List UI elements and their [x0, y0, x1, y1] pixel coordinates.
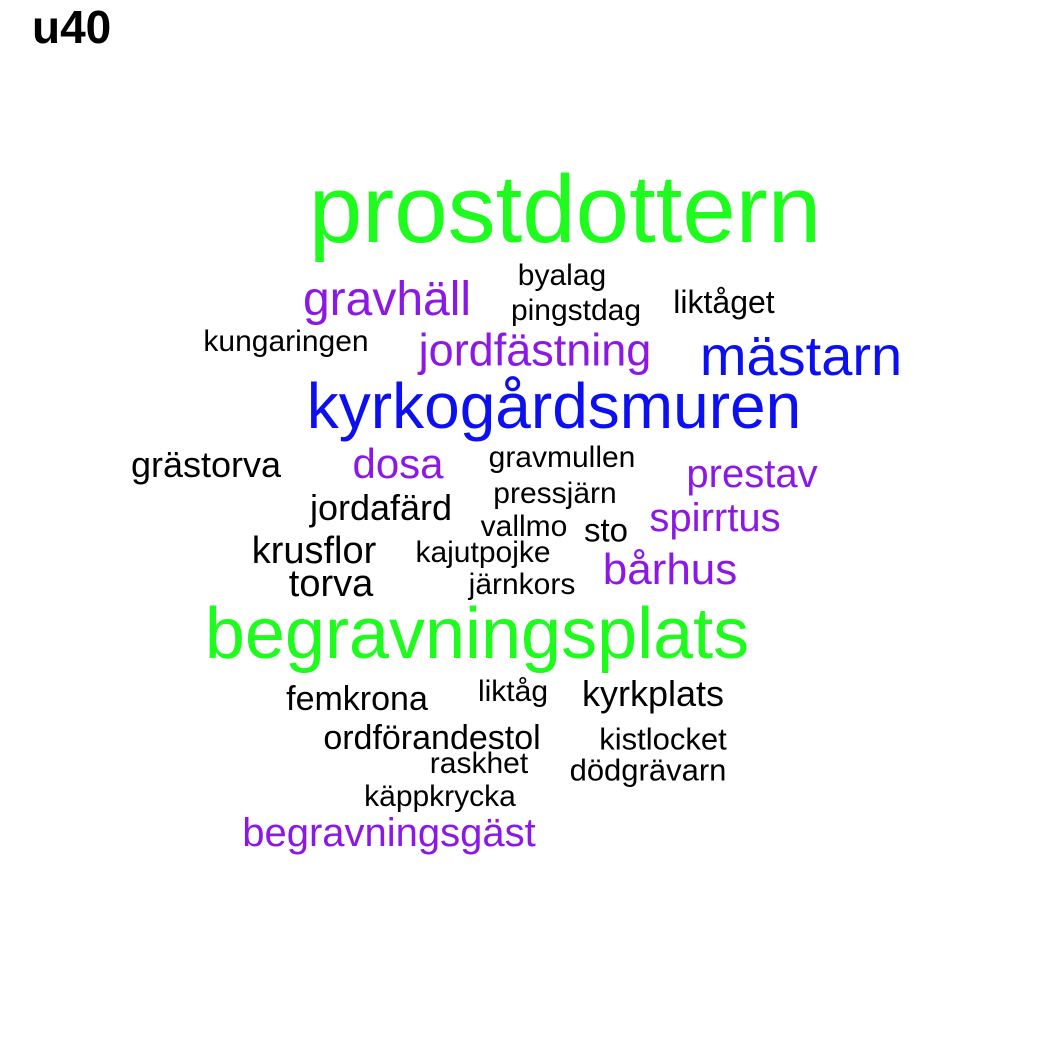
word-11: gravmullen [488, 441, 636, 474]
word-32: begravningsgäst [242, 811, 536, 855]
word-22: järnkors [468, 568, 576, 601]
word-9: grästorva [130, 444, 282, 485]
word-17: sto [583, 511, 629, 549]
word-4: liktåget [673, 284, 775, 320]
word-26: femkrona [286, 680, 428, 718]
word-16: vallmo [480, 510, 568, 543]
word-0: prostdottern [308, 156, 822, 263]
word-12: prestav [686, 452, 818, 496]
word-7: mästarn [699, 324, 903, 387]
word-23: begravningsplats [204, 594, 750, 674]
page-title: u40 [32, 1, 112, 53]
word-6: jordfästning [418, 324, 652, 376]
word-8: kyrkogårdsmuren [306, 370, 802, 442]
word-3: pingstdag [510, 294, 642, 327]
word-30: dödgrävarn [569, 752, 727, 788]
word-20: bårhus [602, 545, 738, 594]
word-21: torva [288, 563, 374, 605]
word-18: krusflor [251, 530, 377, 572]
word-10: dosa [352, 440, 444, 487]
word-25: kyrkplats [581, 673, 725, 714]
word-27: ordförandestol [323, 719, 541, 757]
word-31: käppkrycka [364, 780, 516, 813]
word-15: spirrtus [649, 496, 781, 540]
word-19: kajutpojke [415, 536, 551, 569]
word-29: raskhet [429, 747, 529, 780]
word-24: liktåg [477, 675, 549, 708]
word-14: jordafärd [309, 487, 453, 528]
word-2: gravhäll [302, 273, 472, 326]
word-5: kungaringen [203, 325, 369, 358]
word-1: byalag [517, 259, 607, 292]
word-13: pressjärn [493, 477, 617, 510]
word-28: kistlocket [599, 721, 727, 757]
